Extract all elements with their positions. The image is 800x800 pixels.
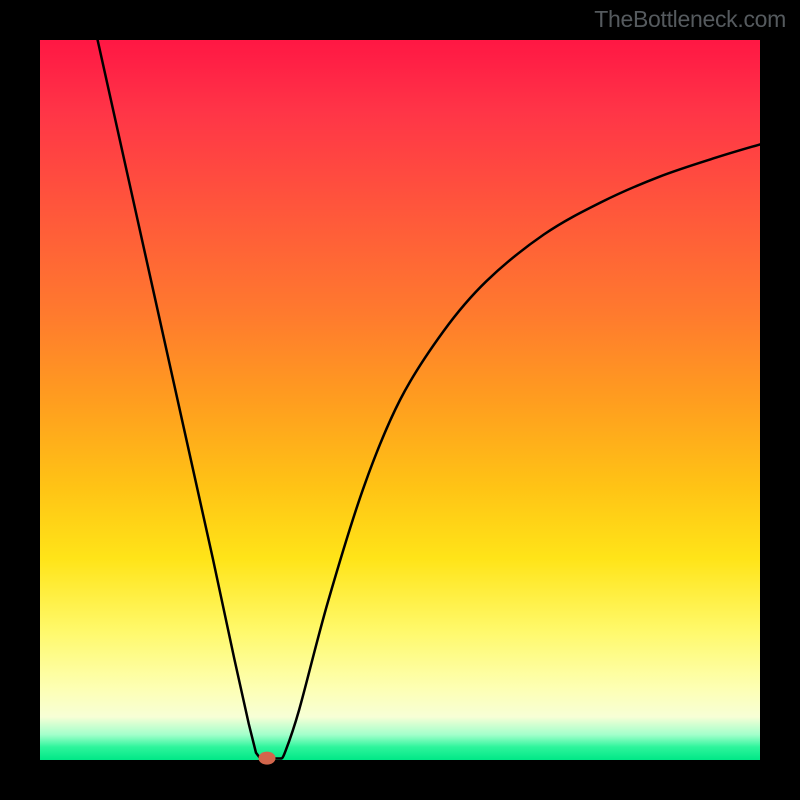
sweet-spot-marker bbox=[258, 751, 275, 764]
plot-area bbox=[40, 40, 760, 760]
curve-svg bbox=[40, 40, 760, 760]
bottleneck-curve bbox=[98, 40, 760, 759]
chart-container: TheBottleneck.com bbox=[0, 0, 800, 800]
watermark-text: TheBottleneck.com bbox=[594, 6, 786, 33]
